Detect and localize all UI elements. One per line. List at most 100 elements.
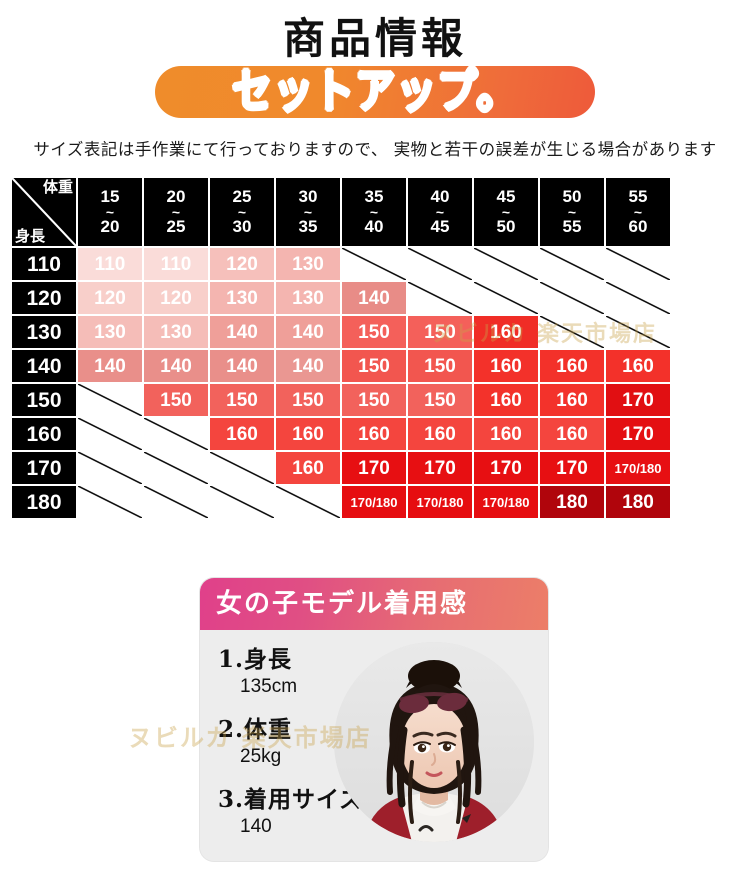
weight-column-header: 25 ~30 (210, 178, 274, 246)
diagonal-strike-icon (144, 418, 208, 450)
empty-cell (210, 452, 274, 484)
size-chart-body: 110 110 110 120 130 120 120 120 130 130 140 130 130 1… (12, 248, 670, 518)
model-spec-label: 2.体重 (218, 716, 293, 743)
size-cell: 160 (210, 418, 274, 450)
model-spec-value: 135cm (240, 676, 298, 697)
model-spec-value: 140 (240, 816, 272, 837)
size-cell: 140 (210, 350, 274, 382)
size-cell: 170/180 (342, 486, 406, 518)
size-cell: 150 (408, 316, 472, 348)
table-row: 140 140 140 140 140 150 150 160 160 160 (12, 350, 670, 382)
diagonal-strike-icon (408, 282, 472, 314)
table-row: 160 160 160 160 160 160 160 170 (12, 418, 670, 450)
size-cell: 160 (474, 350, 538, 382)
model-spec-item: 1.身長 135cm (218, 648, 297, 696)
size-cell: 140 (144, 350, 208, 382)
height-row-header: 140 (12, 350, 76, 382)
diagonal-strike-icon (144, 486, 208, 518)
size-cell: 120 (210, 248, 274, 280)
size-cell: 160 (540, 418, 604, 450)
table-row: 170 160 170 170 170 170 170/180 (12, 452, 670, 484)
height-row-header: 120 (12, 282, 76, 314)
empty-cell (78, 486, 142, 518)
size-cell: 110 (144, 248, 208, 280)
empty-cell (540, 316, 604, 348)
measurement-note: サイズ表記は手作業にて行っておりますので、 実物と若干の誤差が生じる場合がありま… (33, 140, 717, 159)
size-cell: 170/180 (408, 486, 472, 518)
size-cell: 170 (342, 452, 406, 484)
diagonal-strike-icon (78, 452, 142, 484)
empty-cell (78, 384, 142, 416)
size-cell: 130 (210, 282, 274, 314)
size-cell: 120 (144, 282, 208, 314)
page-header: 商品情報 セットアップ。 サイズ表記は手作業にて行っておりますので、 実物と若干… (0, 0, 750, 175)
empty-cell (144, 418, 208, 450)
size-cell: 150 (144, 384, 208, 416)
diagonal-strike-icon (78, 486, 142, 518)
diagonal-strike-icon (474, 248, 538, 280)
model-spec-label: 1.身長 (218, 646, 293, 673)
setup-banner: セットアップ。 (155, 66, 595, 118)
empty-cell (210, 486, 274, 518)
diagonal-strike-icon (78, 418, 142, 450)
size-cell: 150 (276, 384, 340, 416)
size-cell: 150 (342, 384, 406, 416)
table-row: 120 120 120 130 130 140 (12, 282, 670, 314)
model-portrait-illustration (334, 642, 534, 842)
diagonal-strike-icon (606, 282, 670, 314)
size-cell: 170 (606, 384, 670, 416)
size-chart-head: 体重 身長 15 ~20 20 ~25 25 ~30 30 ~35 35 ~40 40 ~45 45 ~5… (12, 178, 670, 246)
size-cell: 150 (408, 350, 472, 382)
diagonal-strike-icon (78, 384, 142, 416)
empty-cell (474, 248, 538, 280)
size-cell: 180 (606, 486, 670, 518)
size-cell: 120 (78, 282, 142, 314)
setup-banner-label: セットアップ。 (232, 64, 518, 120)
weight-column-header: 50 ~55 (540, 178, 604, 246)
table-row: 110 110 110 120 130 (12, 248, 670, 280)
size-chart-table: 体重 身長 15 ~20 20 ~25 25 ~30 30 ~35 35 ~40 40 ~45 45 ~5… (10, 176, 672, 520)
empty-cell (474, 282, 538, 314)
size-cell: 150 (342, 350, 406, 382)
empty-cell (540, 282, 604, 314)
model-card-header: 女の子モデル着用感 (200, 578, 548, 630)
size-cell: 130 (78, 316, 142, 348)
size-cell: 110 (78, 248, 142, 280)
axis-label-weight: 体重 (42, 178, 73, 196)
height-row-header: 170 (12, 452, 76, 484)
size-cell: 160 (474, 316, 538, 348)
diagonal-strike-icon (540, 316, 604, 348)
size-cell: 170 (408, 452, 472, 484)
model-photo (334, 642, 534, 842)
weight-column-header: 30 ~35 (276, 178, 340, 246)
axis-label-height: 身長 (15, 227, 46, 245)
size-cell: 170/180 (606, 452, 670, 484)
size-cell: 160 (276, 418, 340, 450)
empty-cell (144, 452, 208, 484)
empty-cell (408, 282, 472, 314)
table-row: 150 150 150 150 150 150 160 160 170 (12, 384, 670, 416)
diagonal-strike-icon (210, 452, 274, 484)
size-cell: 140 (276, 316, 340, 348)
height-row-header: 160 (12, 418, 76, 450)
diagonal-strike-icon (408, 248, 472, 280)
model-spec-item: 2.体重 25kg (218, 718, 292, 766)
size-cell: 130 (144, 316, 208, 348)
diagonal-strike-icon (606, 316, 670, 348)
height-row-header: 150 (12, 384, 76, 416)
size-cell: 160 (474, 418, 538, 450)
size-cell: 160 (474, 384, 538, 416)
size-cell: 130 (276, 248, 340, 280)
size-cell: 160 (276, 452, 340, 484)
weight-column-header: 20 ~25 (144, 178, 208, 246)
diagonal-strike-icon (144, 452, 208, 484)
empty-cell (144, 486, 208, 518)
diagonal-strike-icon (540, 248, 604, 280)
model-spec-item: 3.着用サイズ 140 (218, 788, 363, 836)
diagonal-strike-icon (474, 282, 538, 314)
size-cell: 150 (408, 384, 472, 416)
model-card-body: 1.身長 135cm 2.体重 25kg 3.着用サイズ 140 (200, 630, 548, 861)
axis-corner-cell: 体重 身長 (12, 178, 76, 246)
diagonal-divider-icon (12, 178, 76, 246)
size-cell: 180 (540, 486, 604, 518)
